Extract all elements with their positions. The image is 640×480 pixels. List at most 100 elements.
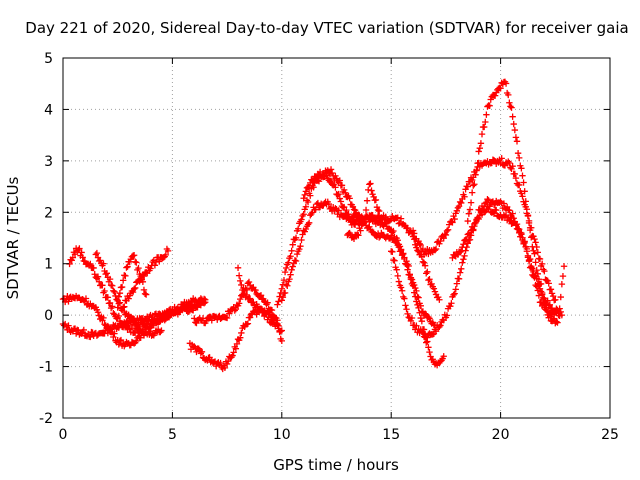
y-tick-label: 0	[44, 308, 53, 324]
y-tick-label: 2	[44, 205, 53, 221]
data-point	[200, 295, 208, 303]
data-point	[546, 310, 554, 317]
data-point	[536, 255, 544, 263]
data-point	[126, 258, 133, 266]
data-point	[234, 264, 242, 272]
data-point	[162, 251, 170, 259]
data-point	[300, 195, 307, 202]
data-point	[142, 291, 150, 298]
data-point	[320, 171, 327, 179]
data-point	[235, 300, 243, 307]
data-point	[139, 278, 147, 285]
data-point	[233, 340, 241, 348]
data-point	[65, 322, 72, 329]
data-point	[282, 264, 290, 272]
data-point	[402, 302, 409, 309]
data-point	[302, 188, 310, 195]
data-point	[466, 232, 474, 239]
data-point	[468, 189, 476, 196]
data-point	[522, 198, 529, 205]
data-point	[278, 285, 285, 292]
data-point	[336, 195, 343, 202]
data-point	[508, 104, 515, 111]
data-point	[505, 91, 512, 99]
data-point	[538, 291, 546, 298]
data-point	[491, 92, 499, 99]
data-point	[315, 178, 323, 185]
data-point	[452, 286, 459, 293]
data-point	[91, 271, 98, 278]
data-point	[521, 188, 528, 195]
data-point	[431, 288, 439, 295]
data-point	[369, 228, 376, 235]
data-point	[243, 291, 250, 299]
data-point	[296, 245, 303, 253]
data-point	[493, 206, 500, 214]
data-point	[202, 299, 209, 306]
data-point	[130, 315, 138, 323]
data-point	[396, 243, 404, 250]
data-point	[528, 234, 535, 241]
data-point	[487, 96, 494, 103]
data-point	[124, 263, 131, 270]
data-point	[535, 281, 543, 289]
data-point	[240, 284, 247, 292]
data-point	[78, 249, 85, 256]
data-point	[289, 263, 296, 270]
data-point	[310, 177, 317, 185]
data-point	[223, 314, 231, 322]
data-point	[497, 198, 504, 205]
data-point	[321, 172, 328, 180]
data-point	[342, 189, 349, 197]
data-point	[447, 302, 454, 310]
data-point	[246, 281, 254, 289]
data-point	[514, 149, 522, 157]
data-point	[547, 286, 555, 293]
series-track-5	[121, 245, 172, 310]
data-point	[490, 201, 498, 208]
data-point	[456, 269, 464, 276]
data-point	[328, 169, 336, 177]
data-point	[470, 226, 477, 233]
data-point	[430, 285, 438, 292]
data-point	[426, 276, 433, 283]
data-point	[237, 295, 244, 303]
data-point	[217, 359, 224, 367]
data-point	[335, 207, 342, 214]
data-point	[235, 272, 243, 279]
data-point	[519, 172, 526, 179]
data-point	[132, 258, 139, 265]
data-point	[484, 195, 491, 203]
data-point	[486, 203, 493, 210]
data-point	[125, 321, 132, 329]
data-point	[293, 250, 301, 258]
data-point	[406, 271, 413, 279]
data-point	[262, 309, 269, 317]
data-point	[135, 264, 142, 272]
data-point	[141, 290, 149, 298]
data-point	[100, 314, 107, 322]
data-point	[558, 280, 566, 288]
data-point	[426, 348, 433, 356]
y-tick-label: 3	[44, 154, 53, 170]
data-point	[327, 166, 335, 173]
data-point	[534, 249, 541, 256]
data-point	[413, 322, 420, 329]
data-point	[332, 184, 339, 191]
data-point	[79, 254, 86, 261]
data-point	[119, 324, 127, 331]
data-point	[432, 245, 440, 253]
data-point	[429, 331, 436, 338]
data-point	[440, 235, 447, 242]
data-point	[437, 237, 444, 245]
data-point	[398, 251, 406, 259]
data-point	[401, 255, 408, 263]
data-point	[288, 247, 295, 255]
data-point	[212, 362, 220, 370]
data-point	[100, 260, 107, 267]
data-point	[87, 260, 94, 268]
data-point	[498, 155, 505, 162]
data-point	[191, 343, 198, 350]
data-point	[458, 265, 465, 273]
data-point	[274, 301, 281, 308]
